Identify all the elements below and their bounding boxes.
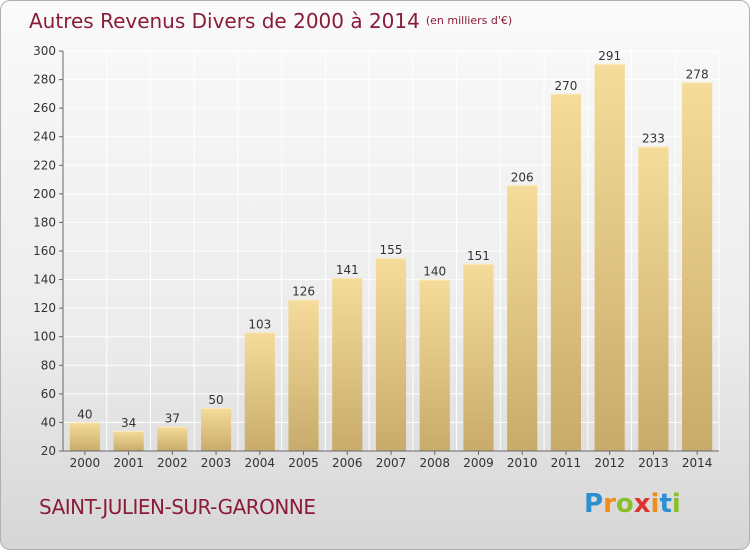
chart-unit: (en milliers d'€) [425, 14, 513, 27]
y-tick-label: 60 [41, 387, 56, 401]
data-label: 278 [686, 67, 709, 81]
x-tick-label: 2008 [419, 456, 450, 470]
axes: 20 40 60 80 100 120 140 160 180 200 220 240 260 280 30… [33, 44, 719, 470]
logo-letter: o [615, 489, 634, 519]
y-tick-label: 200 [33, 187, 56, 201]
logo-letter: i [671, 489, 681, 519]
data-label: 151 [467, 249, 490, 263]
logo-letter: t [659, 489, 672, 519]
x-tick-label: 2004 [245, 456, 276, 470]
bar [419, 279, 450, 451]
data-label: 40 [77, 407, 92, 421]
data-label: 141 [336, 263, 359, 277]
data-label: 50 [208, 393, 223, 407]
bar [113, 431, 144, 451]
x-tick-label: 2000 [70, 456, 101, 470]
chart-title: Autres Revenus Divers de 2000 à 2014 (en … [29, 9, 512, 33]
x-tick-label: 2006 [332, 456, 363, 470]
bar [157, 426, 188, 451]
x-tick-label: 2005 [288, 456, 319, 470]
x-tick-label: 2003 [201, 456, 232, 470]
data-label: 270 [554, 79, 577, 93]
y-tick-label: 240 [33, 130, 56, 144]
data-label: 34 [121, 416, 136, 430]
x-tick-label: 2013 [638, 456, 669, 470]
proxiti-logo: Proxiti [584, 489, 681, 519]
x-tick-label: 2009 [463, 456, 494, 470]
data-label: 140 [423, 265, 446, 279]
data-label: 155 [380, 243, 403, 257]
x-tick-label: 2012 [594, 456, 625, 470]
bars [69, 63, 713, 452]
y-tick-label: 140 [33, 273, 56, 287]
y-tick-label: 260 [33, 101, 56, 115]
x-tick-label: 2011 [551, 456, 582, 470]
x-tick-label: 2014 [682, 456, 713, 470]
logo-letter: P [584, 489, 604, 519]
data-labels: 40 34 37 50 103 126 141 155 140 151 206 270 291 233 27… [77, 49, 708, 430]
data-label: 37 [165, 412, 180, 426]
data-label: 206 [511, 170, 534, 184]
x-tick-label: 2007 [376, 456, 407, 470]
bar [594, 63, 625, 451]
x-tick-label: 2002 [157, 456, 188, 470]
data-label: 126 [292, 285, 315, 299]
x-tick-label: 2010 [507, 456, 538, 470]
y-tick-label: 220 [33, 158, 56, 172]
bar [507, 185, 538, 452]
bar [244, 332, 275, 451]
commune-name: SAINT-JULIEN-SUR-GARONNE [39, 495, 316, 519]
y-tick-label: 160 [33, 244, 56, 258]
data-label: 233 [642, 132, 665, 146]
bar [200, 408, 232, 451]
y-tick-label: 40 [41, 415, 56, 429]
data-label: 103 [248, 317, 271, 331]
data-label: 291 [598, 49, 621, 63]
bar [638, 146, 669, 451]
bar [682, 82, 713, 451]
bar [463, 263, 494, 451]
y-tick-label: 300 [33, 44, 56, 58]
bar [69, 422, 100, 451]
y-tick-label: 100 [33, 330, 56, 344]
y-tick-label: 20 [41, 444, 56, 458]
y-tick-label: 80 [41, 358, 56, 372]
bar [332, 278, 363, 451]
logo-letter: i [650, 489, 660, 519]
y-tick-label: 120 [33, 301, 56, 315]
bar [288, 299, 319, 451]
bar [550, 93, 582, 451]
logo-letter: x [633, 489, 651, 519]
bar [375, 258, 407, 451]
x-tick-label: 2001 [113, 456, 144, 470]
logo-letter: r [603, 489, 616, 519]
y-tick-label: 280 [33, 73, 56, 87]
chart-title-text: Autres Revenus Divers de 2000 à 2014 [29, 9, 420, 33]
y-tick-label: 180 [33, 215, 56, 229]
